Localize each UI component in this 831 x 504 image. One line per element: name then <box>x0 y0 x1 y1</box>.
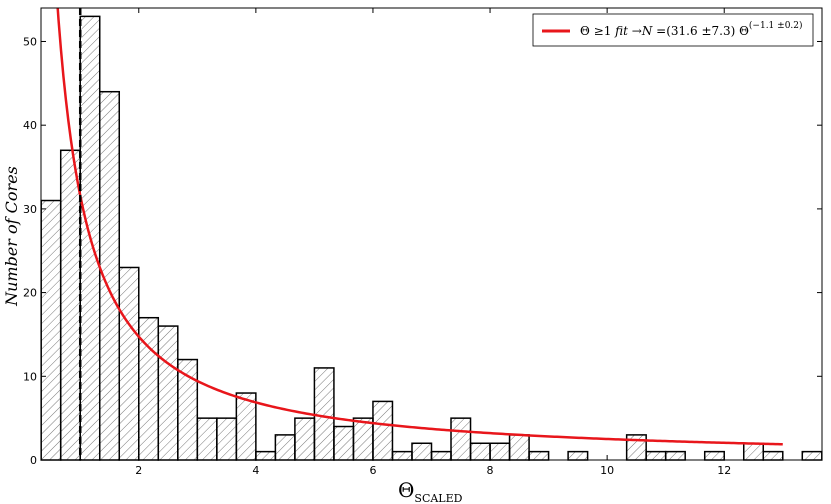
histogram-bar <box>469 442 491 461</box>
legend: Θ ≥1 fit →N =(31.6 ±7.3) Θ(−1.1 ±0.2) <box>532 13 814 47</box>
x-axis-label: ΘSCALED <box>398 478 463 504</box>
histogram-bar <box>489 442 511 461</box>
histogram-bar <box>196 417 218 461</box>
x-tick-label: 2 <box>135 464 142 477</box>
histogram-bar <box>508 434 530 461</box>
histogram-bar <box>372 400 394 461</box>
histogram-bar <box>216 417 238 461</box>
histogram-bar <box>801 450 823 461</box>
plot-frame <box>40 7 823 461</box>
histogram-bar <box>664 450 686 461</box>
histogram-bar <box>235 392 257 461</box>
y-tick-label: 50 <box>23 35 37 48</box>
legend-box <box>532 13 814 47</box>
y-tick-label: 20 <box>23 287 37 300</box>
histogram-bar <box>703 450 725 461</box>
histogram-bar <box>255 450 277 461</box>
histogram-bar <box>333 425 355 461</box>
legend-label: Θ ≥1 fit →N =(31.6 ±7.3) Θ(−1.1 ±0.2) <box>580 20 803 38</box>
y-axis-label: Number of Cores <box>2 166 21 307</box>
histogram-bars <box>40 15 823 461</box>
histogram-bar <box>742 442 765 461</box>
histogram-bar <box>567 450 589 461</box>
histogram-bar <box>762 450 784 461</box>
histogram-bar <box>528 450 550 461</box>
histogram-bar <box>157 325 179 461</box>
fit-curve <box>56 8 783 446</box>
axis-ticks: 2 4 6 8 10 12 0 10 20 30 40 50 <box>23 8 822 477</box>
histogram-bar <box>274 434 296 461</box>
y-tick-label: 30 <box>23 203 37 216</box>
x-tick-label: 10 <box>600 464 614 477</box>
svg-text:ΘSCALED: ΘSCALED <box>398 478 463 504</box>
fit-curve-group <box>56 8 783 446</box>
histogram-bar <box>391 450 413 461</box>
histogram-bar <box>430 450 452 461</box>
y-tick-label: 10 <box>23 370 37 383</box>
histogram-bar <box>645 450 667 461</box>
histogram-bar <box>313 367 335 461</box>
histogram-bar <box>411 442 433 461</box>
histogram-bar <box>118 266 140 461</box>
y-tick-label: 40 <box>23 119 37 132</box>
histogram-bar <box>59 149 81 461</box>
x-tick-label: 12 <box>717 464 731 477</box>
histogram-bar <box>294 417 316 461</box>
y-tick-label: 0 <box>30 454 37 467</box>
x-tick-label: 8 <box>487 464 494 477</box>
histogram-bar <box>352 417 374 461</box>
histogram-bar <box>450 417 472 461</box>
x-tick-label: 4 <box>252 464 259 477</box>
x-tick-label: 6 <box>369 464 376 477</box>
histogram-bar <box>40 199 62 461</box>
